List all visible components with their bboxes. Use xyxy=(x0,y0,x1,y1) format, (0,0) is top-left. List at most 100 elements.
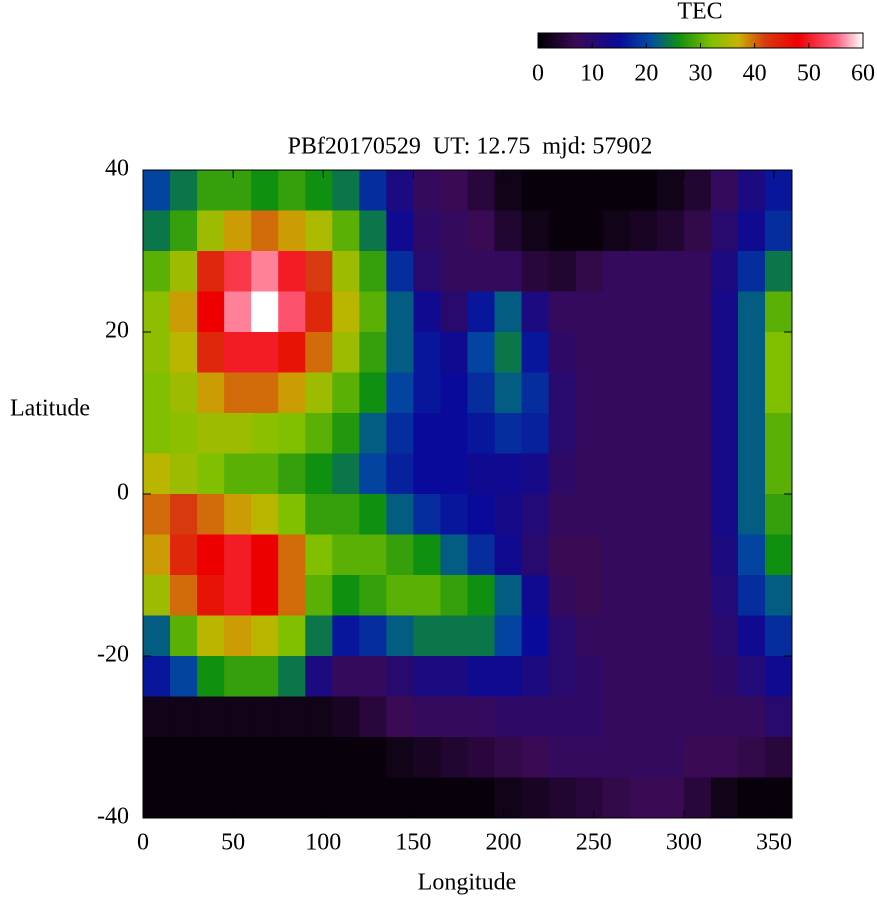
heatmap-cell xyxy=(170,251,198,292)
heatmap-cell xyxy=(332,575,360,616)
x-tick-label: 100 xyxy=(305,830,341,856)
heatmap-cell xyxy=(386,413,414,454)
heatmap-cell xyxy=(197,251,225,292)
heatmap-cell xyxy=(710,534,739,576)
heatmap-cell xyxy=(143,575,171,616)
y-axis-label: Latitude xyxy=(10,396,90,422)
heatmap-cell xyxy=(575,494,604,535)
heatmap-cell xyxy=(737,656,766,697)
heatmap-cell xyxy=(305,332,333,373)
heatmap-cell xyxy=(737,575,766,616)
heatmap-cell xyxy=(170,494,198,535)
heatmap-cell xyxy=(629,696,658,738)
heatmap-cell xyxy=(656,413,685,454)
heatmap-cell xyxy=(521,372,550,414)
heatmap-cell xyxy=(143,494,171,535)
heatmap-cell xyxy=(278,413,306,454)
heatmap-cell xyxy=(737,170,766,211)
heatmap-cell xyxy=(251,210,279,252)
heatmap-cell xyxy=(656,251,685,292)
heatmap-cell xyxy=(170,534,198,576)
heatmap-cell xyxy=(143,210,171,252)
heatmap-cell xyxy=(629,534,658,576)
heatmap-cell xyxy=(737,615,766,657)
heatmap-cell xyxy=(305,575,333,616)
heatmap-cell xyxy=(737,210,766,252)
heatmap-cell xyxy=(359,656,387,697)
heatmap-cell xyxy=(359,615,387,657)
heatmap-cell xyxy=(467,453,496,495)
heatmap-cell xyxy=(332,291,360,333)
heatmap-cell xyxy=(656,777,685,819)
heatmap-cell xyxy=(386,737,414,778)
heatmap-cell xyxy=(413,251,441,292)
heatmap-cell xyxy=(548,413,577,454)
heatmap-cell xyxy=(656,656,685,697)
heatmap-cell xyxy=(467,656,496,697)
heatmap-cell xyxy=(602,575,631,616)
heatmap-cell xyxy=(332,251,360,292)
heatmap-cell xyxy=(224,170,252,211)
heatmap-cell xyxy=(224,372,252,414)
heatmap-cell xyxy=(305,494,333,535)
heatmap-cell xyxy=(170,696,198,738)
heatmap-cell xyxy=(386,372,414,414)
heatmap-cell xyxy=(278,372,306,414)
heatmap-cell xyxy=(386,656,414,697)
heatmap-cell xyxy=(521,494,550,535)
heatmap-cell xyxy=(683,696,712,738)
heatmap-cell xyxy=(521,534,550,576)
heatmap-cell xyxy=(143,696,171,738)
heatmap-cell xyxy=(305,656,333,697)
heatmap-cell xyxy=(656,372,685,414)
heatmap-cell xyxy=(683,332,712,373)
heatmap-cell xyxy=(467,737,496,778)
heatmap-cell xyxy=(251,453,279,495)
heatmap-cell xyxy=(305,737,333,778)
heatmap-cell xyxy=(602,210,631,252)
heatmap-cell xyxy=(305,210,333,252)
heatmap-cell xyxy=(575,656,604,697)
colorbar-tick-label: 50 xyxy=(797,61,821,87)
heatmap-cell xyxy=(386,777,414,819)
heatmap-cell xyxy=(548,332,577,373)
heatmap-cell xyxy=(359,534,387,576)
heatmap-cell xyxy=(548,291,577,333)
heatmap-cell xyxy=(332,453,360,495)
heatmap-cell xyxy=(521,332,550,373)
x-tick-label: 350 xyxy=(756,830,792,856)
heatmap-cell xyxy=(764,170,793,211)
heatmap-cell xyxy=(467,696,496,738)
heatmap-cell xyxy=(467,615,496,657)
heatmap-cell xyxy=(278,737,306,778)
x-tick-label: 200 xyxy=(486,830,522,856)
heatmap-cell xyxy=(656,332,685,373)
heatmap-cell xyxy=(143,656,171,697)
heatmap-cell xyxy=(521,575,550,616)
heatmap-cell xyxy=(440,777,468,819)
heatmap-cell xyxy=(494,332,523,373)
heatmap-cell xyxy=(548,737,577,778)
heatmap-cell xyxy=(440,291,468,333)
heatmap-cell xyxy=(359,453,387,495)
heatmap-cell xyxy=(386,251,414,292)
heatmap-cell xyxy=(413,453,441,495)
heatmap-cell xyxy=(737,777,766,819)
heatmap-cell xyxy=(440,372,468,414)
heatmap-cell xyxy=(170,777,198,819)
heatmap-cell xyxy=(224,210,252,252)
heatmap-cell xyxy=(683,170,712,211)
heatmap-cell xyxy=(251,777,279,819)
heatmap-cell xyxy=(413,332,441,373)
heatmap-cell xyxy=(197,534,225,576)
heatmap-cell xyxy=(737,696,766,738)
heatmap-cell xyxy=(575,332,604,373)
heatmap-cell xyxy=(764,737,793,778)
heatmap-cell xyxy=(332,656,360,697)
heatmap-cell xyxy=(629,372,658,414)
heatmap-cell xyxy=(494,777,523,819)
heatmap-cell xyxy=(170,737,198,778)
heatmap-cell xyxy=(710,413,739,454)
heatmap-cell xyxy=(197,210,225,252)
colorbar-tick-label: 40 xyxy=(743,61,767,87)
